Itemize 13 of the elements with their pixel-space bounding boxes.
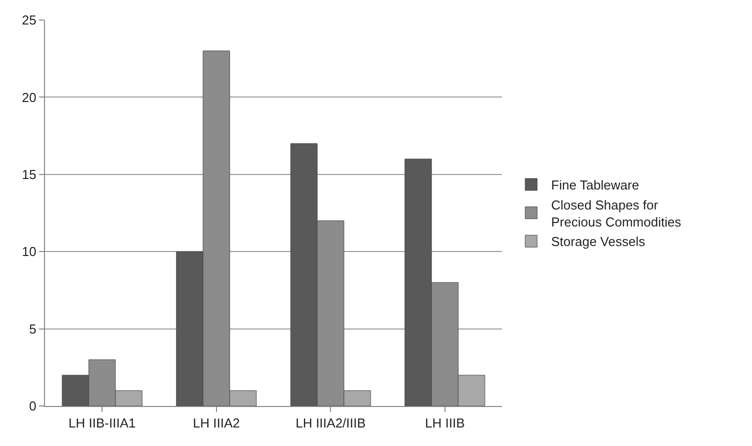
x-tick-label: LH IIB-IIIA1: [68, 416, 136, 431]
x-tick-label: LH IIIA2: [192, 416, 240, 431]
x-tick-label: LH IIIB: [425, 416, 465, 431]
y-tick-label: 10: [22, 244, 36, 260]
legend-label: Fine Tableware: [551, 178, 640, 193]
y-tick-label: 5: [29, 321, 36, 336]
y-tick-label: 25: [22, 12, 36, 28]
legend-label: Closed Shapes for Precious Commodities: [551, 197, 682, 230]
x-tick-label: LH IIIA2/IIIB: [296, 416, 366, 431]
y-tick-label: 0: [29, 398, 36, 414]
legend-label: Storage Vessels: [551, 234, 646, 250]
y-tick-label: 20: [22, 90, 36, 105]
y-tick-label: 15: [22, 166, 36, 182]
